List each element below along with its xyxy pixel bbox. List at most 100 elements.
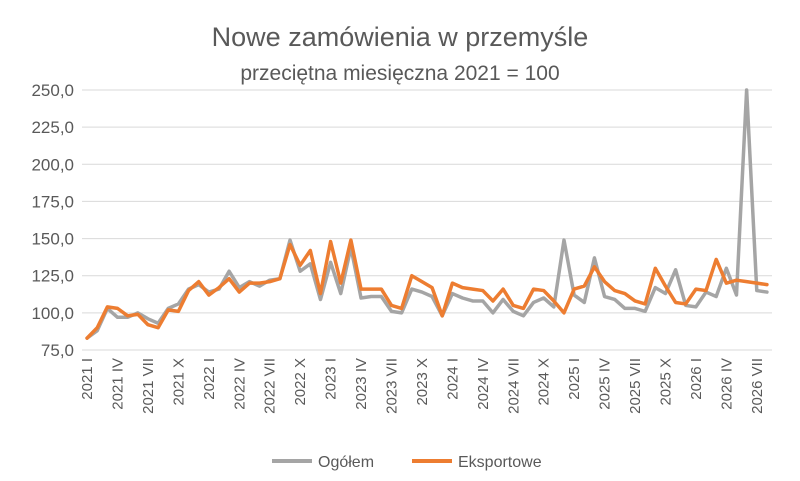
data-point — [725, 267, 728, 270]
data-point — [187, 289, 190, 292]
data-point — [238, 291, 241, 294]
data-point — [765, 283, 768, 286]
data-point — [603, 280, 606, 283]
data-point — [562, 311, 565, 314]
data-point — [644, 302, 647, 305]
data-point — [319, 292, 322, 295]
data-point — [552, 299, 555, 302]
data-point — [664, 285, 667, 288]
x-tick-label: 2024 I — [444, 358, 461, 400]
data-point — [329, 240, 332, 243]
data-point — [745, 280, 748, 283]
data-point — [745, 89, 748, 91]
data-point — [299, 270, 302, 273]
data-point — [481, 289, 484, 292]
x-axis: 2021 I 2021 IV 2021 VII 2021 X 2022 I 2022 IV… — [79, 358, 766, 414]
data-point — [654, 267, 657, 270]
data-point — [502, 298, 505, 301]
data-point — [431, 295, 434, 298]
x-tick-label: 2025 X — [657, 358, 674, 406]
y-tick-label: 225,0 — [31, 118, 74, 137]
data-point — [471, 288, 474, 291]
data-point — [613, 298, 616, 301]
data-point — [542, 289, 545, 292]
data-point — [634, 299, 637, 302]
y-tick-label: 100,0 — [31, 304, 74, 323]
legend: Ogółem Eksportowe — [272, 454, 542, 471]
data-point — [461, 297, 464, 299]
data-point — [684, 302, 687, 305]
data-point — [96, 326, 99, 329]
data-point — [400, 307, 403, 310]
data-point — [461, 286, 464, 289]
data-point — [177, 310, 180, 313]
x-tick-label: 2026 IV — [718, 358, 735, 410]
data-point — [126, 314, 129, 317]
data-point — [613, 289, 616, 292]
x-tick-label: 2023 VII — [383, 358, 400, 414]
data-point — [248, 282, 251, 285]
data-point — [705, 289, 708, 292]
data-point — [583, 301, 586, 304]
data-point — [258, 285, 261, 288]
data-point — [593, 265, 596, 268]
series-line-eksportowe — [85, 238, 769, 340]
data-point — [451, 282, 454, 285]
data-point — [289, 243, 292, 246]
data-point — [664, 292, 667, 295]
data-point — [157, 326, 160, 329]
data-point — [228, 270, 231, 273]
chart-subtitle: przeciętna miesięczna 2021 = 100 — [240, 62, 559, 85]
data-point — [217, 286, 220, 289]
data-point — [106, 305, 109, 308]
data-point — [481, 299, 484, 302]
data-point — [562, 239, 565, 242]
data-point — [491, 299, 494, 302]
data-point — [116, 307, 119, 310]
x-tick-label: 2021 IV — [110, 358, 127, 410]
data-point — [197, 280, 200, 283]
x-tick-label: 2021 X — [170, 358, 187, 406]
x-tick-label: 2024 VII — [505, 358, 522, 414]
data-point — [674, 268, 677, 271]
data-point — [634, 307, 637, 310]
data-point — [512, 310, 515, 313]
data-point — [400, 311, 403, 314]
data-point — [410, 274, 413, 277]
data-point — [644, 310, 647, 313]
data-point — [238, 286, 241, 289]
data-point — [623, 292, 626, 295]
y-tick-label: 150,0 — [31, 230, 74, 249]
data-point — [552, 305, 555, 308]
data-point — [593, 256, 596, 259]
x-tick-label: 2021 I — [79, 358, 96, 400]
data-point — [86, 337, 89, 340]
data-point — [532, 301, 535, 304]
data-point — [735, 294, 738, 297]
data-point — [349, 239, 352, 242]
data-point — [725, 282, 728, 285]
data-point — [542, 297, 545, 299]
data-point — [471, 299, 474, 302]
x-tick-label: 2022 VII — [262, 358, 279, 414]
data-point — [116, 316, 119, 319]
data-point — [522, 307, 525, 310]
data-point — [694, 288, 697, 291]
x-tick-label: 2023 X — [414, 358, 431, 406]
data-point — [136, 313, 139, 316]
x-tick-label: 2023 I — [323, 358, 340, 400]
data-point — [583, 285, 586, 288]
data-point — [512, 304, 515, 307]
data-point — [309, 249, 312, 252]
data-point — [431, 286, 434, 289]
data-point — [370, 295, 373, 298]
data-point — [258, 282, 261, 285]
data-point — [360, 297, 363, 299]
data-point — [360, 288, 363, 291]
data-point — [420, 291, 423, 294]
data-point — [755, 282, 758, 285]
data-point — [694, 305, 697, 308]
x-tick-label: 2021 VII — [140, 358, 157, 414]
legend-label-eksportowe: Eksportowe — [458, 454, 542, 471]
